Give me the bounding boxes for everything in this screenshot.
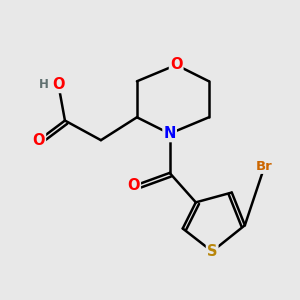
Text: H: H bbox=[39, 78, 49, 91]
Text: N: N bbox=[164, 126, 176, 141]
Text: O: O bbox=[128, 178, 140, 194]
Text: Br: Br bbox=[256, 160, 273, 173]
Text: O: O bbox=[170, 57, 182, 72]
Text: O: O bbox=[52, 77, 64, 92]
Text: O: O bbox=[32, 133, 45, 148]
Text: S: S bbox=[207, 244, 217, 259]
